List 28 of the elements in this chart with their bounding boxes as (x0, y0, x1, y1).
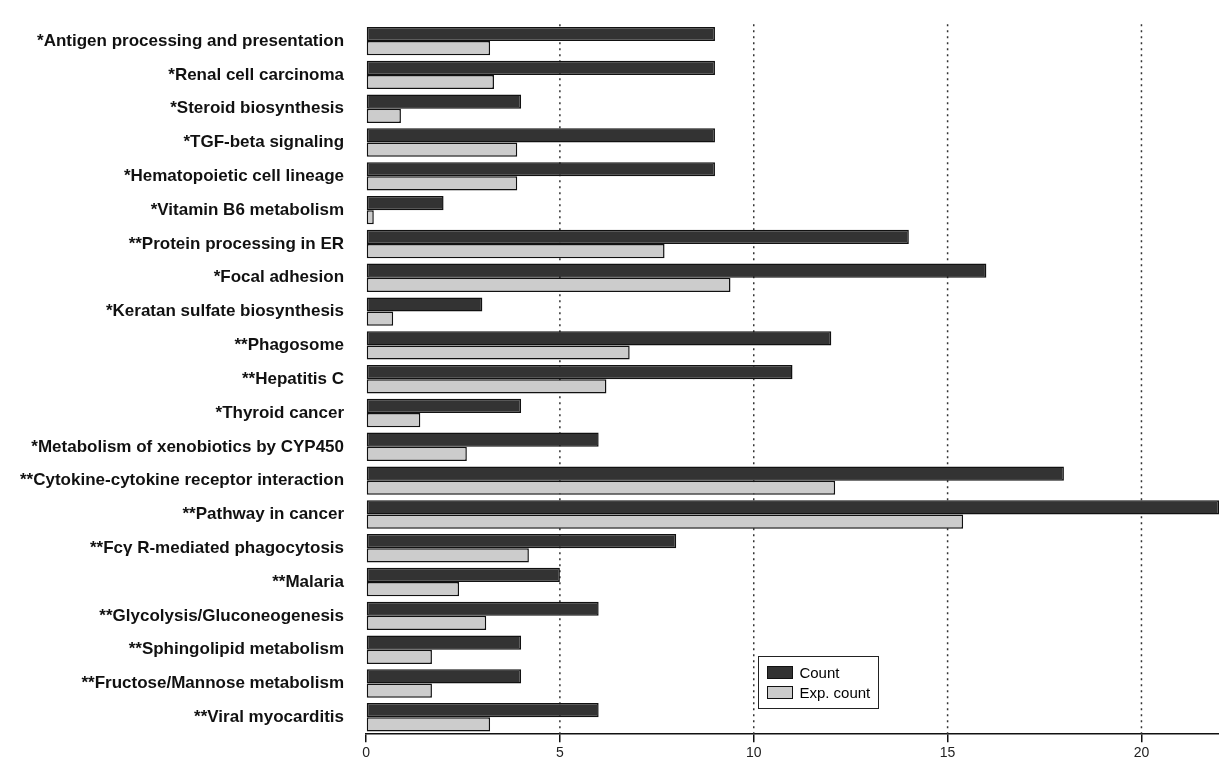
legend-label: Count (799, 664, 840, 682)
y-tick-label: *TGF-beta signaling (183, 132, 345, 152)
y-tick-label: *Antigen processing and presentation (37, 30, 345, 50)
legend-label: Exp. count (799, 684, 871, 702)
y-tick-label: **Fcγ R-mediated phagocytosis (89, 537, 345, 557)
x-tick-label: 15 (939, 744, 956, 761)
y-tick-label: *Hematopoietic cell lineage (123, 166, 345, 186)
x-tick-label: 0 (362, 744, 371, 761)
y-tick-label: *Steroid biosynthesis (170, 98, 345, 118)
y-tick-label: *Thyroid cancer (215, 402, 345, 422)
y-tick-label: **Viral myocarditis (194, 706, 345, 726)
y-tick-label: **Fructose/Mannose metabolism (81, 673, 345, 693)
x-tick-label: 20 (1133, 744, 1150, 761)
y-tick-label: **Protein processing in ER (128, 233, 345, 253)
y-tick-label: **Cytokine-cytokine receptor interaction (20, 470, 345, 490)
y-tick-label: *Metabolism of xenobiotics by CYP450 (31, 436, 345, 456)
y-tick-label: *Keratan sulfate biosynthesis (105, 301, 345, 321)
x-tick-label: 10 (745, 744, 762, 761)
y-tick-label: **Glycolysis/Gluconeogenesis (99, 605, 345, 625)
y-tick-label: *Renal cell carcinoma (168, 64, 345, 84)
y-tick-label: **Malaria (272, 571, 345, 591)
x-tick-label: 5 (555, 744, 564, 761)
y-tick-label: *Focal adhesion (213, 267, 345, 287)
y-tick-label: *Vitamin B6 metabolism (150, 199, 345, 219)
y-tick-label: **Hepatitis C (242, 368, 345, 388)
y-tick-label: **Pathway in cancer (182, 504, 345, 524)
y-tick-label: **Sphingolipid metabolism (128, 639, 345, 659)
y-tick-label: **Phagosome (234, 335, 345, 355)
